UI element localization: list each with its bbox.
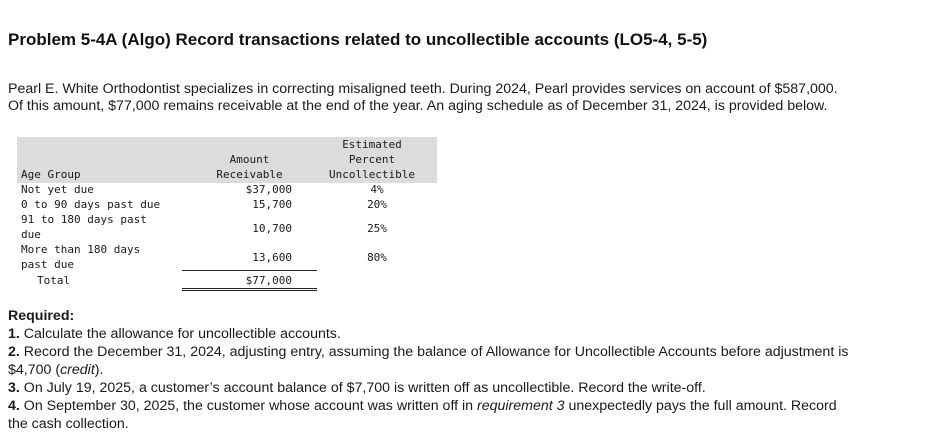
- row-2-percent: 20%: [367, 198, 387, 211]
- requirement-1: 1. Calculate the allowance for uncollect…: [8, 326, 341, 342]
- requirement-2: 2. Record the December 31, 2024, adjusti…: [8, 344, 849, 378]
- requirement-3: 3. On July 19, 2025, a customer’s accoun…: [8, 380, 706, 396]
- required-section: Required: 1. Calculate the allowance for…: [8, 307, 940, 433]
- row-4-percent: 80%: [367, 251, 387, 264]
- row-3-percent: 25%: [367, 222, 387, 235]
- intro-line-1: Pearl E. White Orthodontist specializes …: [8, 81, 838, 97]
- total-amount: $77,000: [245, 274, 292, 287]
- row-3-amount: 10,700: [252, 222, 292, 235]
- row-1-amount: $37,000: [245, 183, 292, 196]
- aging-schedule-table: Estimated Percent Uncollectible Amount R…: [17, 137, 437, 292]
- table-header-band: [17, 137, 437, 183]
- required-heading: Required:: [8, 308, 75, 324]
- row-2-age-group: 0 to 90 days past due: [21, 198, 161, 211]
- header-amount-receivable: Amount Receivable: [216, 153, 283, 181]
- total-double-rule-1: [182, 288, 317, 289]
- row-1-percent: 4%: [370, 183, 384, 196]
- row-4-amount: 13,600: [252, 251, 292, 264]
- header-estimated-percent: Estimated Percent Uncollectible: [328, 138, 416, 181]
- row-3-age-group: 91 to 180 days past due: [21, 213, 147, 241]
- total-label: Total: [37, 274, 71, 287]
- problem-intro: Pearl E. White Orthodontist specializes …: [8, 81, 938, 115]
- subtotal-rule: [182, 270, 317, 271]
- header-age-group: Age Group: [21, 168, 81, 181]
- problem-title: Problem 5-4A (Algo) Record transactions …: [8, 30, 708, 49]
- row-1-age-group: Not yet due: [21, 183, 94, 196]
- total-double-rule-2: [182, 290, 317, 291]
- row-4-age-group: More than 180 days past due: [21, 243, 141, 271]
- row-2-amount: 15,700: [252, 198, 292, 211]
- intro-line-2: Of this amount, $77,000 remains receivab…: [8, 98, 828, 114]
- requirement-4: 4. On September 30, 2025, the customer w…: [8, 398, 837, 432]
